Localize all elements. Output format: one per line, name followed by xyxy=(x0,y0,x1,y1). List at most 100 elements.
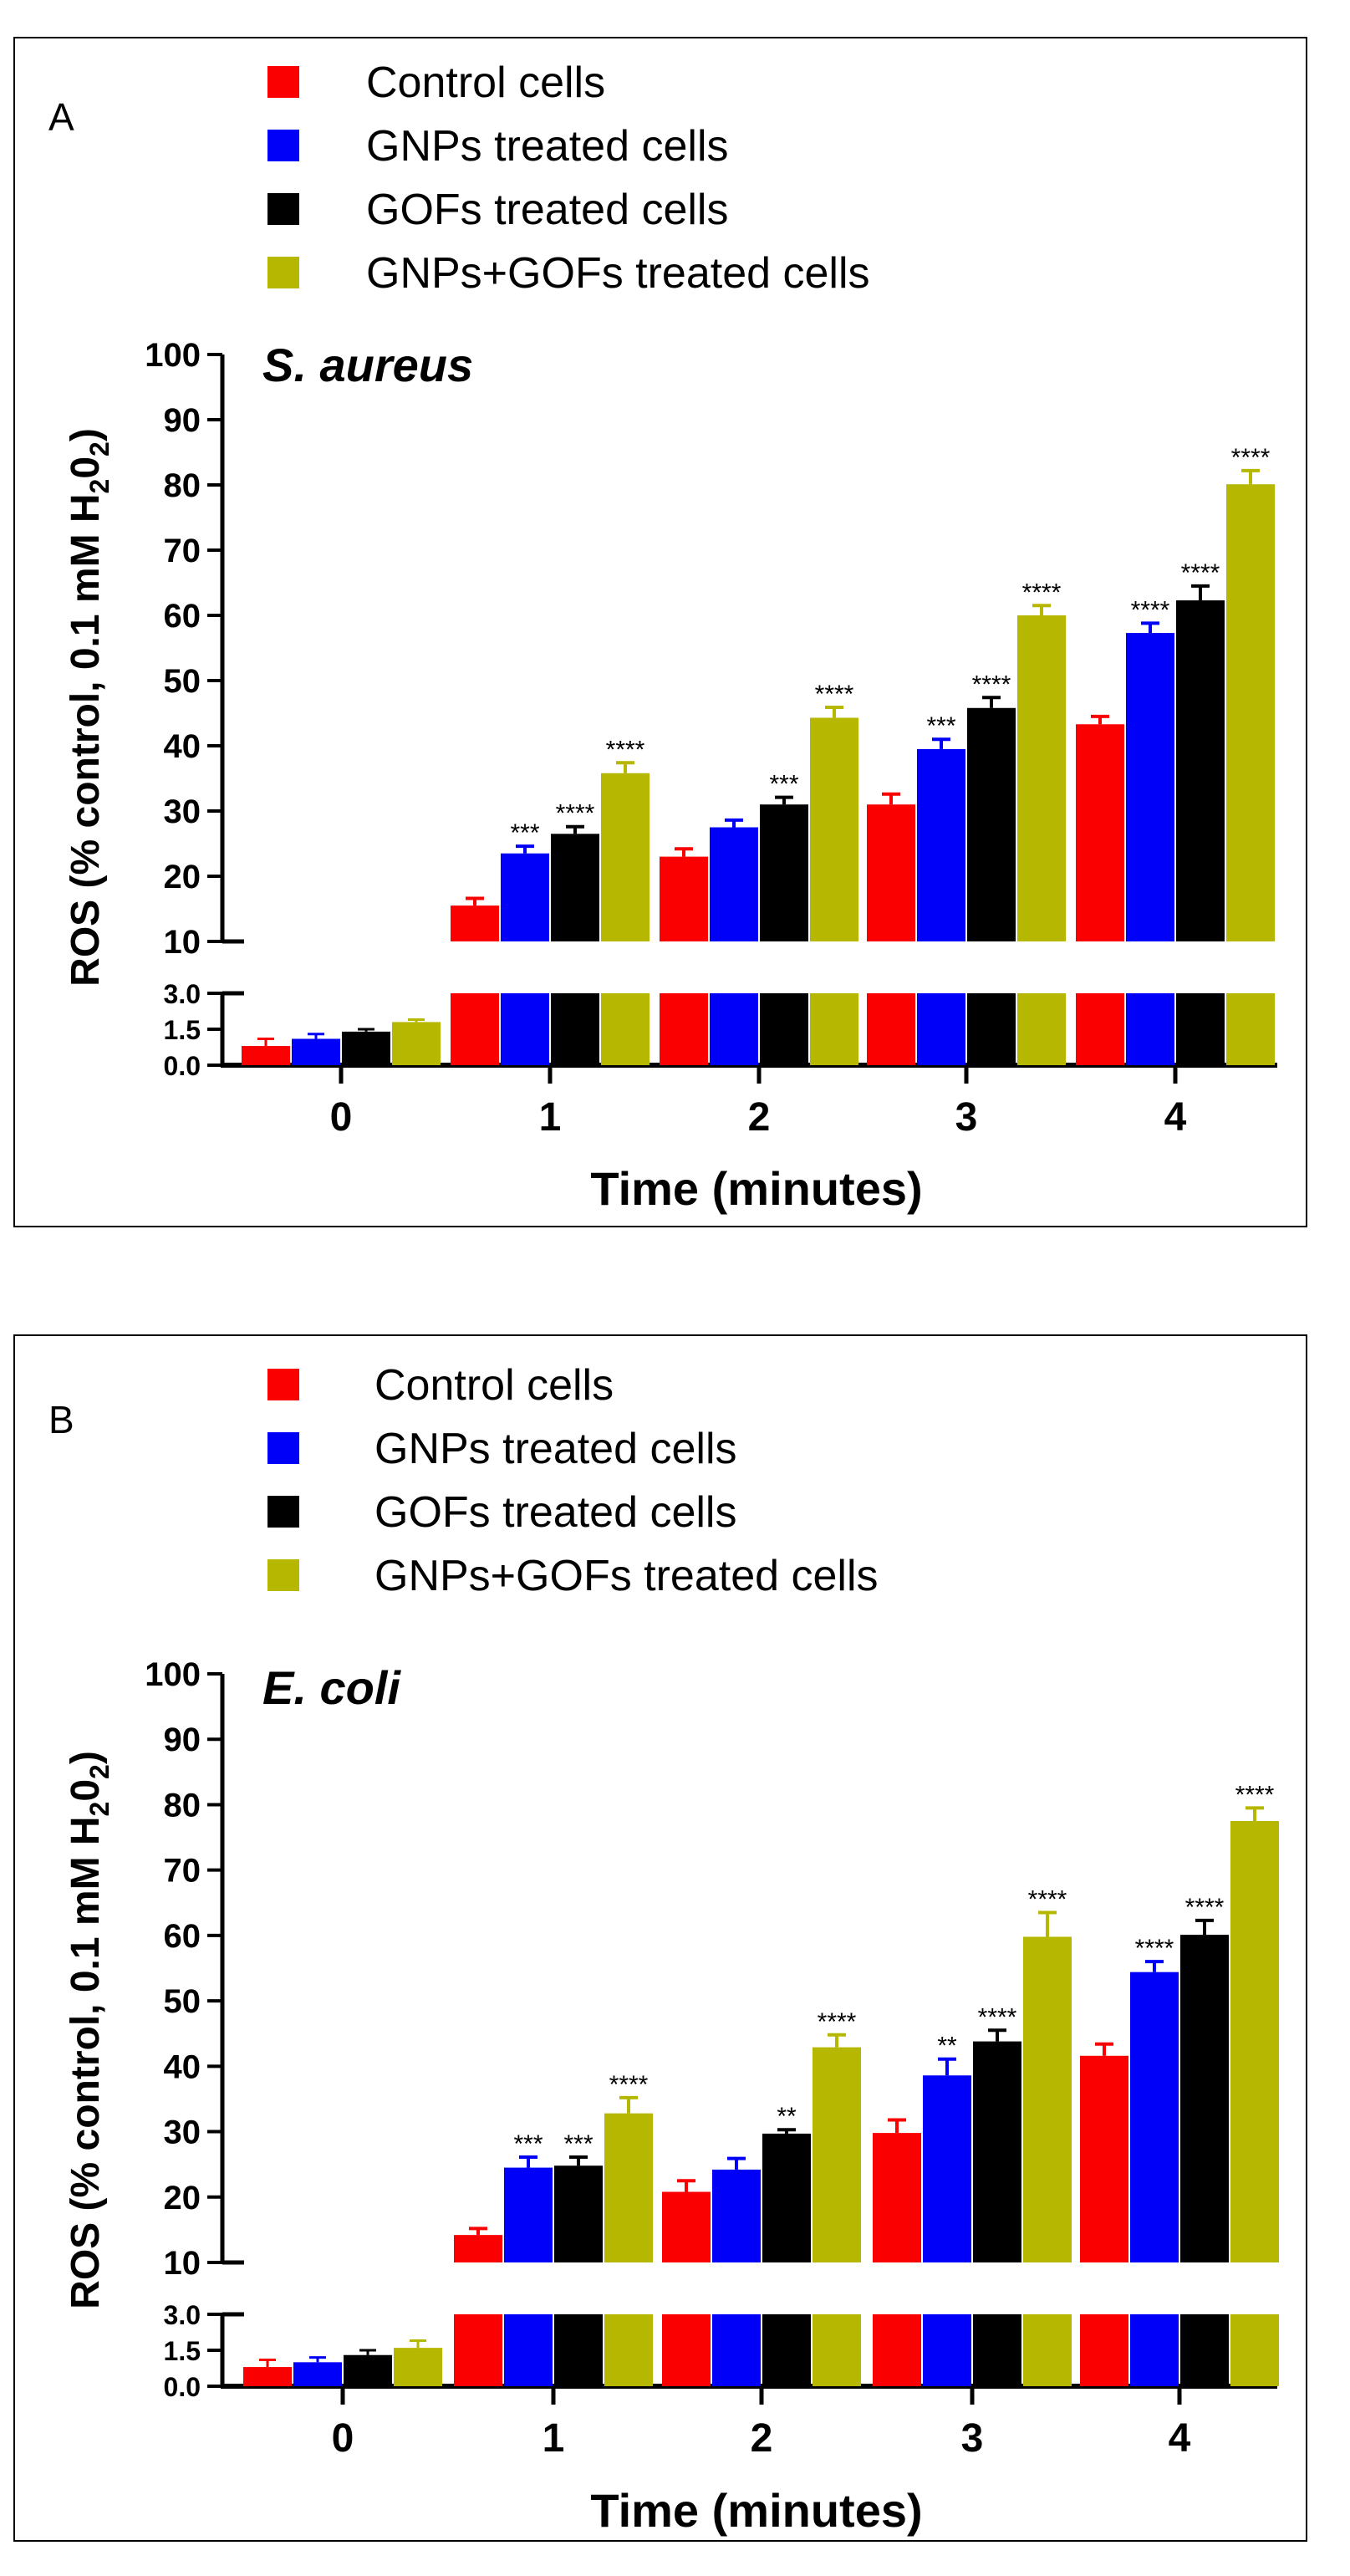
x-tick-label: 1 xyxy=(539,1095,562,1140)
bar xyxy=(504,2167,553,2262)
bar-lower-segment xyxy=(923,2314,971,2386)
y-tick-label: 90 xyxy=(164,402,201,439)
bar-lower-segment xyxy=(1226,993,1275,1065)
y-axis-label: ROS (% control, 0.1 mM H202) xyxy=(64,428,115,987)
significance-label: **** xyxy=(1185,1894,1225,1921)
bar-lower-segment xyxy=(1023,2314,1072,2386)
bar-lower-segment xyxy=(1130,2314,1179,2386)
bar-lower-segment xyxy=(973,2314,1021,2386)
significance-label: **** xyxy=(1181,559,1220,587)
significance-label: **** xyxy=(1135,1935,1174,1962)
bar xyxy=(1180,1935,1229,2262)
significance-label: **** xyxy=(1231,444,1271,472)
bar-lower-segment xyxy=(604,2314,653,2386)
panel-a: A Control cells GNPs treated cells GOFs tre… xyxy=(13,37,1307,1227)
significance-label: **** xyxy=(815,681,854,708)
bar xyxy=(554,2165,603,2262)
bar xyxy=(917,748,965,941)
significance-label: ** xyxy=(937,2033,957,2060)
bar xyxy=(551,834,599,941)
significance-label: **** xyxy=(978,2003,1017,2031)
y-axis-label-part: ) xyxy=(64,428,108,441)
significance-label: *** xyxy=(926,712,955,740)
y-tick-label: 0.0 xyxy=(164,1051,201,1081)
y-tick-label: 30 xyxy=(164,793,201,830)
bar-lower-segment xyxy=(1176,993,1225,1065)
legend-entry: GOFs treated cells xyxy=(374,1488,736,1537)
legend-entry: GOFs treated cells xyxy=(366,186,728,234)
bar xyxy=(451,905,499,941)
y-axis-label-part: 2 xyxy=(84,1764,115,1779)
legend-entry: Control cells xyxy=(366,59,605,107)
y-tick-label: 30 xyxy=(164,2114,201,2151)
bar-lower-segment xyxy=(813,2314,861,2386)
panel-b: B Control cells GNPs treated cells GOFs tre… xyxy=(13,1334,1307,2542)
bar-lower-segment xyxy=(873,2314,921,2386)
y-tick-label: 40 xyxy=(164,2048,201,2085)
bar xyxy=(1176,600,1225,941)
bar xyxy=(242,1046,290,1065)
panel-letter: A xyxy=(48,95,74,139)
y-tick-label: 50 xyxy=(164,1983,201,2020)
bar-lower-segment xyxy=(1230,2314,1279,2386)
bar-lower-segment xyxy=(451,993,499,1065)
x-tick-label: 1 xyxy=(543,2416,565,2461)
bar xyxy=(762,2133,811,2262)
y-tick-label: 50 xyxy=(164,663,201,700)
bar-lower-segment xyxy=(551,993,599,1065)
y-tick-label: 80 xyxy=(164,1787,201,1824)
y-axis-label-part: 2 xyxy=(84,479,115,494)
bar xyxy=(1017,615,1066,941)
legend-swatch xyxy=(267,1369,299,1400)
bar xyxy=(660,856,708,941)
bar xyxy=(292,1038,340,1065)
bar-lower-segment xyxy=(1180,2314,1229,2386)
significance-label: **** xyxy=(972,671,1011,698)
legend-swatch xyxy=(267,257,299,288)
bar xyxy=(873,2133,921,2262)
bar xyxy=(342,1031,390,1065)
bar xyxy=(710,827,758,941)
x-tick-label: 2 xyxy=(751,2416,773,2461)
bar xyxy=(394,2348,442,2386)
bar xyxy=(243,2367,292,2386)
legend-swatch xyxy=(267,66,299,98)
y-tick-label: 10 xyxy=(164,924,201,961)
y-tick-label: 10 xyxy=(164,2245,201,2282)
bar xyxy=(501,853,549,941)
bar-lower-segment xyxy=(1126,993,1174,1065)
x-tick-label: 0 xyxy=(332,2416,354,2461)
significance-label: **** xyxy=(606,736,645,763)
y-tick-label: 70 xyxy=(164,1853,201,1890)
bar-lower-segment xyxy=(762,2314,811,2386)
bar-lower-segment xyxy=(710,993,758,1065)
y-tick-label: 100 xyxy=(145,1656,201,1693)
bar xyxy=(973,2041,1021,2262)
legend-entry: GNPs+GOFs treated cells xyxy=(374,1552,879,1600)
bar-lower-segment xyxy=(1017,993,1066,1065)
legend-entry: GNPs+GOFs treated cells xyxy=(366,249,870,298)
y-axis-label-part: 0 xyxy=(64,1779,108,1802)
significance-label: *** xyxy=(513,2130,543,2158)
bar xyxy=(1126,633,1174,941)
legend-swatch xyxy=(267,1432,299,1464)
significance-label: **** xyxy=(1028,1886,1067,1914)
significance-label: **** xyxy=(609,2071,649,2099)
bar xyxy=(1080,2055,1128,2262)
bar xyxy=(813,2047,861,2262)
legend-swatch xyxy=(267,193,299,225)
bar-lower-segment xyxy=(554,2314,603,2386)
bar xyxy=(1023,1936,1072,2262)
y-axis-label: ROS (% control, 0.1 mM H202) xyxy=(64,1751,115,2309)
bar xyxy=(967,707,1016,941)
bar xyxy=(760,804,808,941)
bar xyxy=(923,2075,971,2262)
significance-label: **** xyxy=(1022,579,1062,606)
x-axis-label: Time (minutes) xyxy=(590,1162,922,1215)
bar xyxy=(867,804,915,941)
y-tick-label: 70 xyxy=(164,533,201,569)
bar-lower-segment xyxy=(760,993,808,1065)
bar-lower-segment xyxy=(917,993,965,1065)
significance-label: **** xyxy=(1131,596,1170,624)
y-axis-label-part: ROS (% control, 0.1 mM H xyxy=(64,1816,108,2308)
